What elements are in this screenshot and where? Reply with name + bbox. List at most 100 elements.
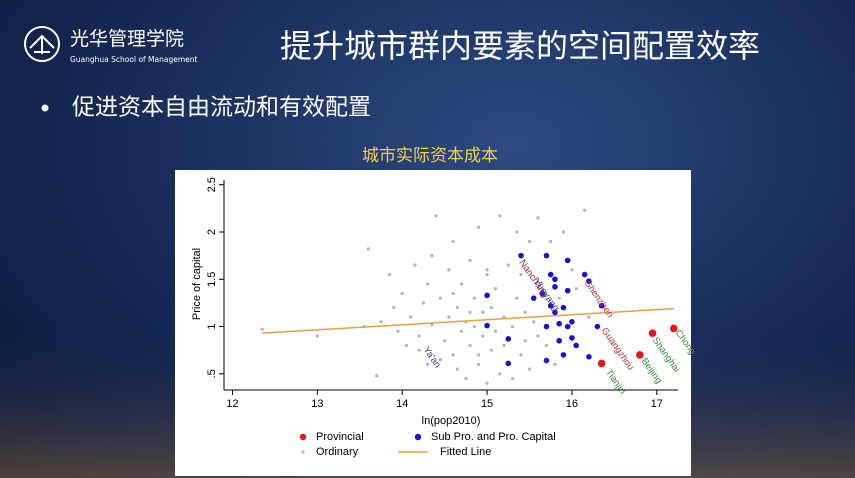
point xyxy=(519,353,523,357)
point xyxy=(489,306,493,310)
legend-swatch xyxy=(414,433,422,441)
point xyxy=(574,287,578,291)
point xyxy=(581,271,588,278)
point xyxy=(481,334,485,338)
point xyxy=(472,296,476,300)
logo-name: 光华管理学院 xyxy=(70,28,184,50)
point xyxy=(544,343,549,348)
point xyxy=(552,276,558,283)
point xyxy=(573,342,579,349)
x-axis-label: ln(pop2010) xyxy=(422,415,481,427)
point xyxy=(557,296,561,300)
point xyxy=(392,306,396,310)
point xyxy=(375,374,379,378)
point xyxy=(464,376,468,381)
point xyxy=(594,323,601,330)
point xyxy=(484,292,490,299)
point xyxy=(523,339,527,343)
bullet-text: 促进资本自由流动和有效配置 xyxy=(72,95,371,121)
point xyxy=(552,309,558,316)
point xyxy=(430,254,434,258)
point xyxy=(586,278,592,284)
point xyxy=(396,329,400,333)
point xyxy=(505,336,512,342)
point xyxy=(409,315,413,319)
point xyxy=(426,362,430,366)
point xyxy=(460,282,464,286)
point xyxy=(366,247,370,251)
point xyxy=(515,230,519,234)
point xyxy=(498,214,502,218)
point xyxy=(552,284,558,290)
point xyxy=(539,290,546,297)
point xyxy=(485,272,489,277)
legend-label: Provincial xyxy=(316,431,364,443)
point xyxy=(543,357,550,364)
point xyxy=(468,310,472,314)
point xyxy=(536,334,540,338)
point xyxy=(527,239,532,244)
point xyxy=(527,367,532,371)
point xyxy=(455,367,459,371)
point xyxy=(597,359,606,368)
point xyxy=(543,252,550,259)
point xyxy=(556,337,562,344)
legend-swatch xyxy=(301,450,305,454)
point xyxy=(260,327,264,331)
point xyxy=(447,315,451,319)
x-tick-label: 12 xyxy=(226,398,238,410)
point xyxy=(564,287,571,294)
point xyxy=(598,302,605,309)
point xyxy=(438,296,442,300)
point xyxy=(583,208,587,212)
point xyxy=(586,354,592,360)
x-tick-label: 13 xyxy=(311,398,323,410)
point xyxy=(564,323,571,330)
legend-label: Fitted Line xyxy=(440,446,491,458)
point xyxy=(451,353,455,357)
point xyxy=(498,372,502,376)
point xyxy=(426,282,430,286)
point xyxy=(451,239,455,244)
point xyxy=(587,315,591,319)
point xyxy=(476,362,481,366)
y-tick-label: 1 xyxy=(206,323,218,329)
point xyxy=(417,334,421,338)
x-tick-label: 15 xyxy=(481,398,493,410)
point xyxy=(540,282,544,286)
chart-title: 城市实际资本成本 xyxy=(362,146,498,166)
point xyxy=(485,268,489,272)
point xyxy=(476,225,481,229)
point xyxy=(451,291,455,296)
y-tick-label: 1.5 xyxy=(206,272,218,287)
point xyxy=(502,343,506,348)
point xyxy=(505,360,512,367)
point xyxy=(485,381,489,385)
point xyxy=(518,252,524,259)
bullet-dot xyxy=(41,104,49,112)
point xyxy=(387,272,392,277)
point xyxy=(481,310,485,314)
point xyxy=(413,263,417,267)
point xyxy=(523,310,527,314)
point xyxy=(421,301,426,305)
point xyxy=(547,271,554,278)
point xyxy=(547,302,554,309)
point xyxy=(543,323,550,330)
y-tick-label: 2 xyxy=(206,229,218,235)
point xyxy=(438,358,442,362)
x-tick-label: 17 xyxy=(651,398,663,410)
point xyxy=(560,304,567,311)
x-tick-label: 14 xyxy=(396,398,408,410)
point xyxy=(560,352,567,358)
point xyxy=(556,320,562,327)
point xyxy=(493,287,498,291)
point xyxy=(315,334,319,338)
x-tick-label: 16 xyxy=(566,398,578,410)
point xyxy=(447,268,451,272)
point xyxy=(519,272,523,277)
point xyxy=(530,295,537,301)
slide-title: 提升城市群内要素的空间配置效率 xyxy=(280,27,760,65)
